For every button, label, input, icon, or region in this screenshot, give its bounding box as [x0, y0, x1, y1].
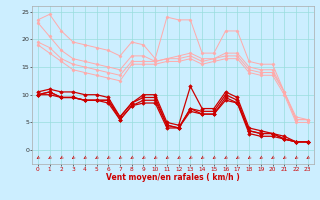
X-axis label: Vent moyen/en rafales ( km/h ): Vent moyen/en rafales ( km/h ): [106, 173, 240, 182]
